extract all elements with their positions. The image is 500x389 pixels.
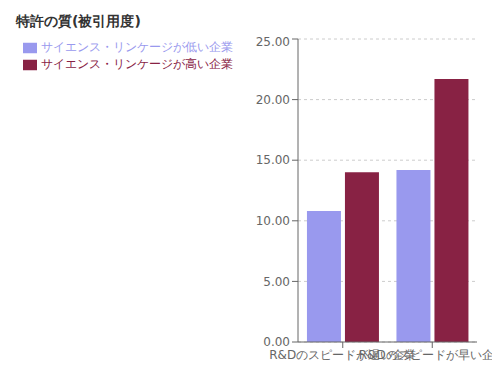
html-text:特許の質(被引用度): 特許の質(被引用度) bbox=[16, 13, 141, 29]
svg-text:5.00: 5.00 bbox=[263, 275, 290, 289]
svg-text:R&Dのスピードが早い企業: R&Dのスピードが早い企業 bbox=[359, 348, 492, 362]
svg-text:15.00: 15.00 bbox=[256, 153, 290, 167]
html-text:サイエンス・リンケージが高い企業: サイエンス・リンケージが高い企業 bbox=[41, 57, 233, 71]
svg-text:25.00: 25.00 bbox=[256, 35, 290, 49]
svg-text:10.00: 10.00 bbox=[256, 214, 290, 228]
svg-text:R&Dのスピードが遅い企業: R&Dのスピードが遅い企業 bbox=[269, 347, 417, 362]
svg-text:0.00: 0.00 bbox=[263, 335, 290, 349]
html-text:サイエンス・リンケージが低い企業: サイエンス・リンケージが低い企業 bbox=[41, 40, 233, 54]
svg-text:20.00: 20.00 bbox=[256, 93, 290, 107]
